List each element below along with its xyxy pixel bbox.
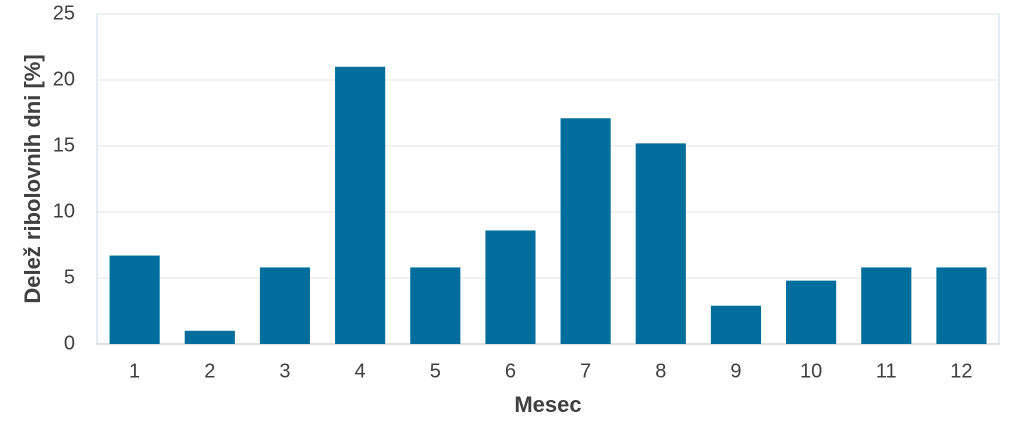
y-tick-label: 5 xyxy=(64,266,75,288)
bar xyxy=(410,267,461,344)
x-tick-label: 8 xyxy=(655,360,666,382)
bar xyxy=(259,267,311,344)
bar xyxy=(861,267,912,344)
y-tick-label: 25 xyxy=(53,2,75,24)
x-tick-label: 11 xyxy=(876,360,897,382)
bar xyxy=(635,143,686,344)
x-tick-label: 2 xyxy=(204,360,215,382)
x-tick-label: 6 xyxy=(505,360,516,382)
y-tick-label: 0 xyxy=(64,332,75,354)
x-tick-label: 4 xyxy=(355,360,366,382)
x-tick-label: 9 xyxy=(730,360,741,382)
x-tick-label: 10 xyxy=(800,360,822,382)
x-axis-title: Mesec xyxy=(514,392,581,417)
x-tick-label: 5 xyxy=(430,360,441,382)
y-tick-label: 20 xyxy=(53,68,75,90)
bar xyxy=(560,118,611,344)
bar xyxy=(710,305,762,344)
bar xyxy=(335,66,386,345)
y-tick-label: 10 xyxy=(53,200,75,222)
y-tick-label: 15 xyxy=(53,134,75,156)
bar xyxy=(184,330,235,344)
x-tick-label: 12 xyxy=(950,360,972,382)
y-axis-title: Delež ribolovnih dni [%] xyxy=(20,54,45,303)
bar xyxy=(109,255,160,344)
x-tick-label: 1 xyxy=(129,360,140,382)
bar xyxy=(485,230,536,344)
x-tick-label: 7 xyxy=(580,360,591,382)
bar xyxy=(786,280,837,344)
bar xyxy=(936,267,987,344)
x-tick-label: 3 xyxy=(279,360,290,382)
